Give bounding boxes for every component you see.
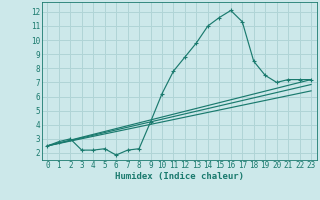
X-axis label: Humidex (Indice chaleur): Humidex (Indice chaleur) [115, 172, 244, 181]
